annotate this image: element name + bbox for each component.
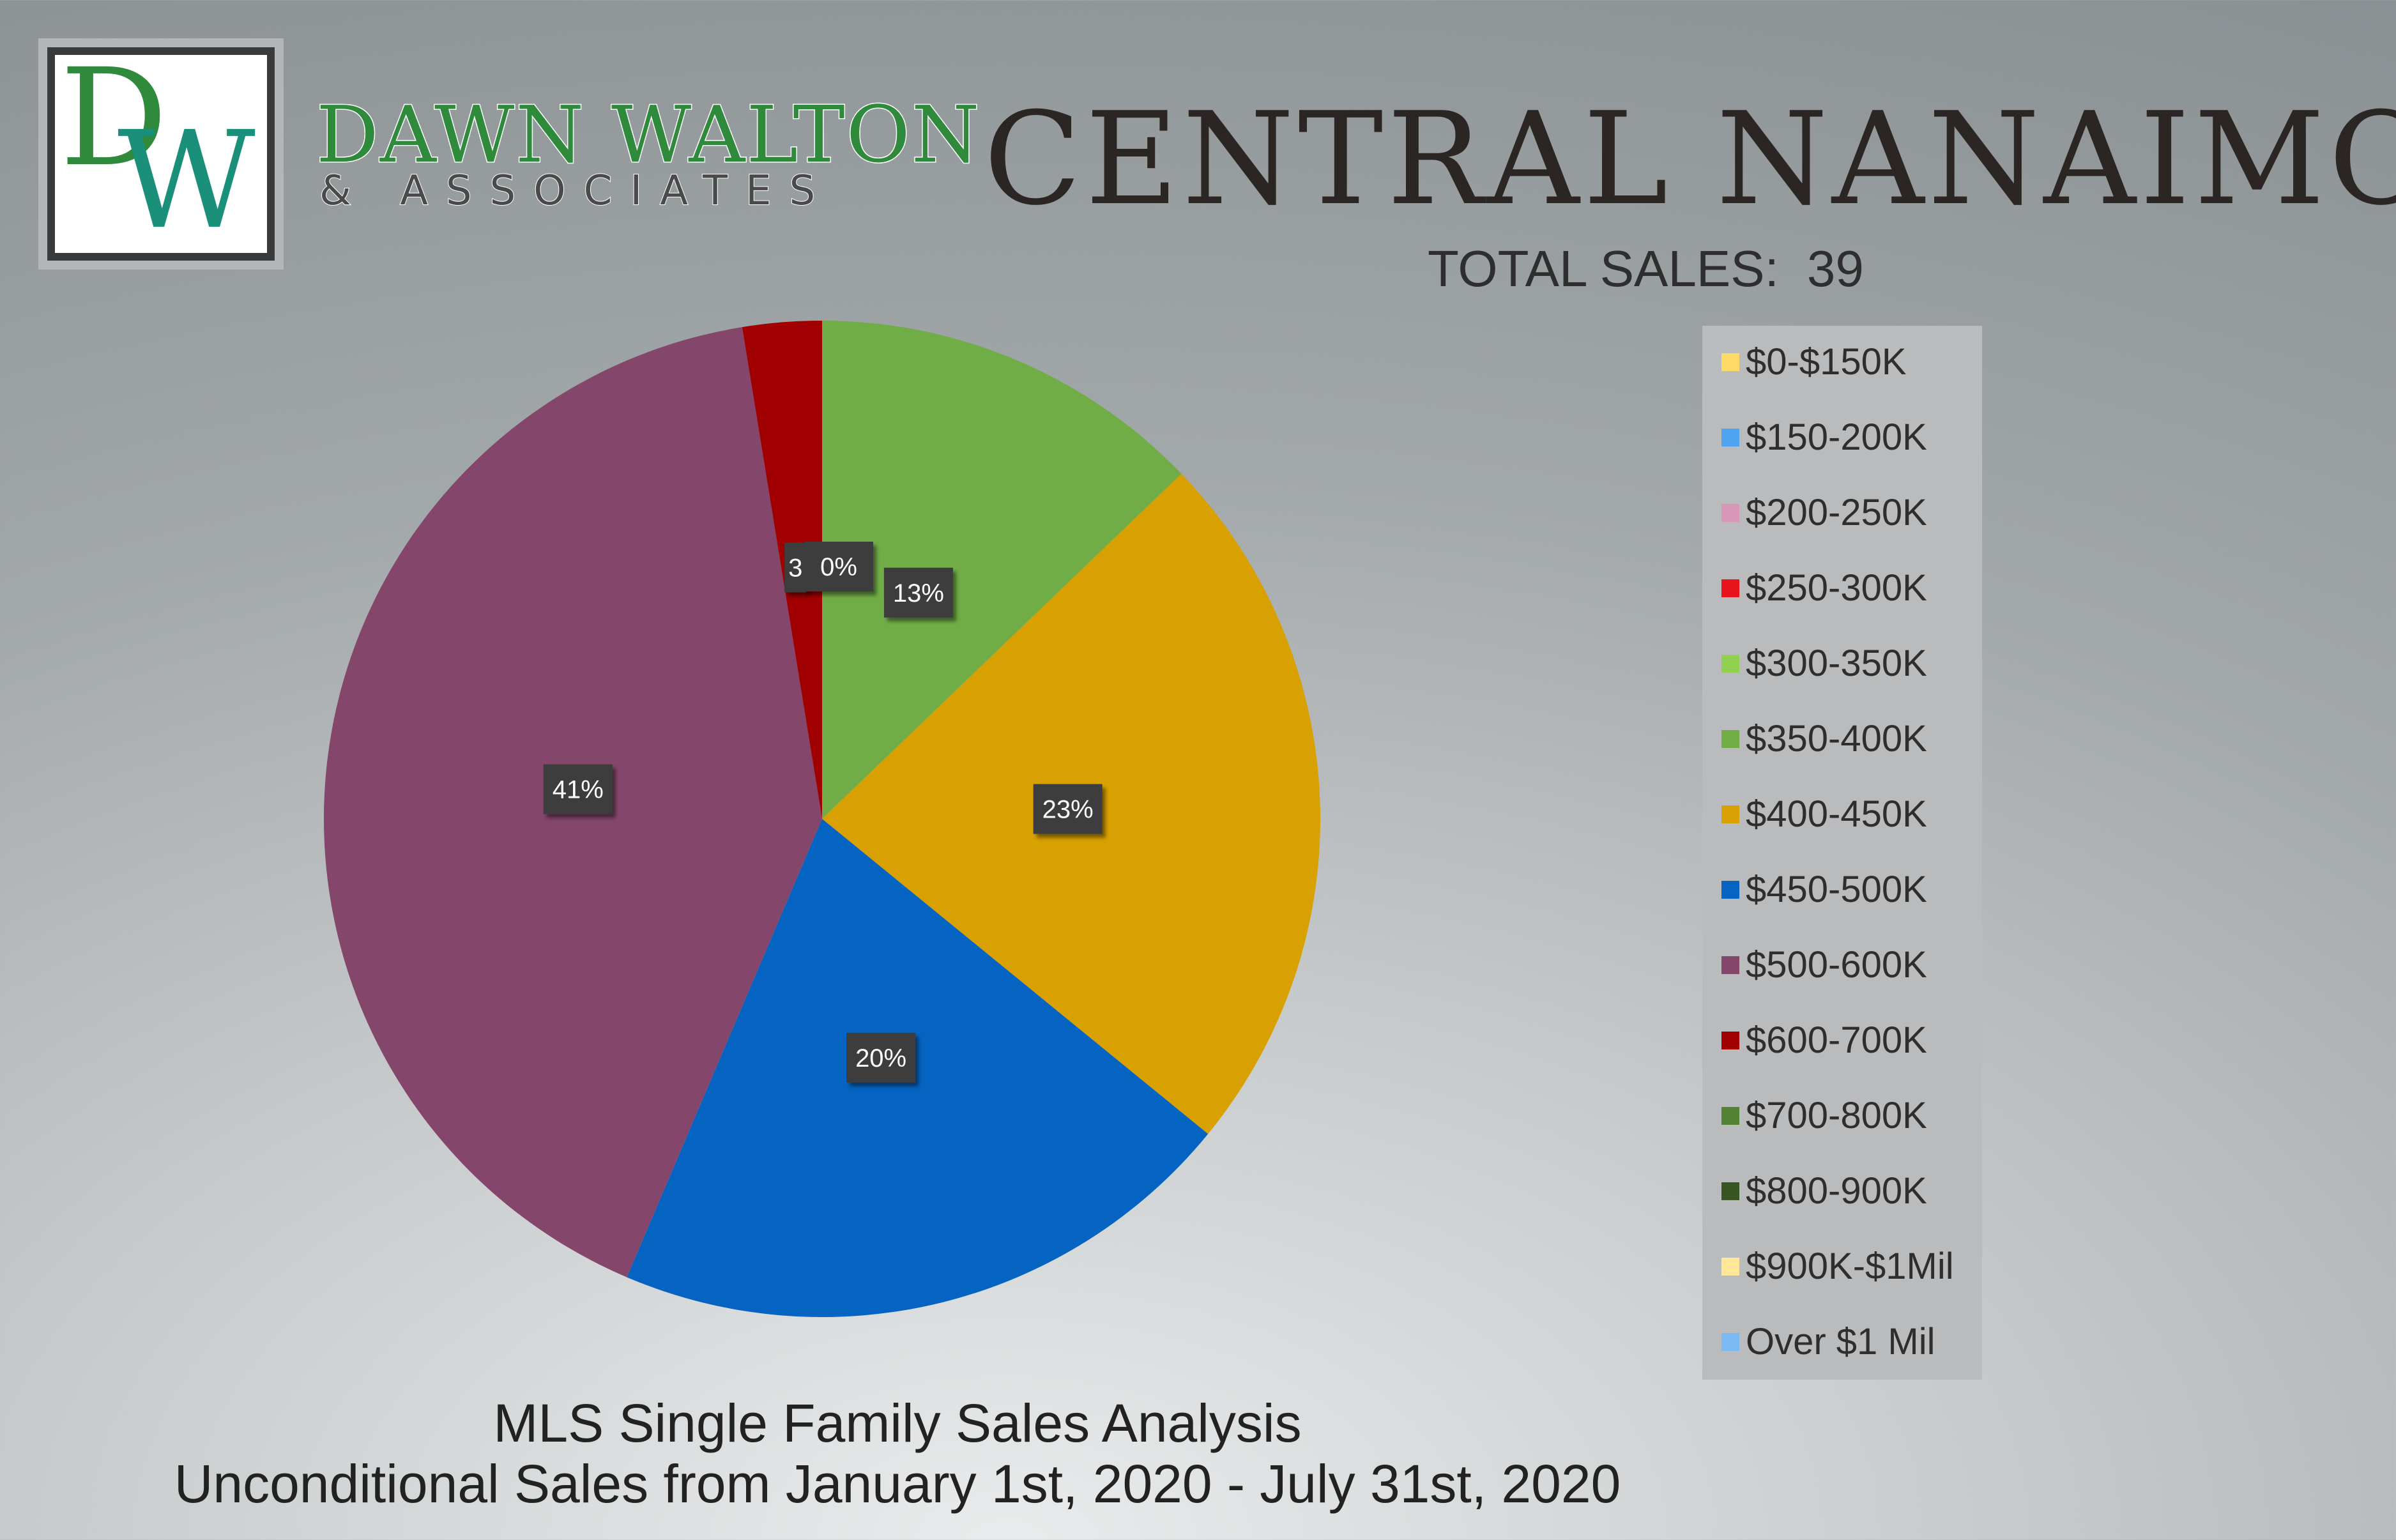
- legend-label: Over $1 Mil: [1746, 1321, 1935, 1362]
- data-label-700-800k: 0%: [804, 542, 873, 591]
- legend-swatch: [1721, 579, 1739, 597]
- total-sales: TOTAL SALES: 39: [1428, 240, 1864, 298]
- legend-swatch: [1721, 730, 1739, 748]
- region-title: CENTRAL NANAIMO: [984, 85, 2396, 234]
- legend-swatch: [1721, 956, 1739, 974]
- svg-text:23%: 23%: [1042, 796, 1094, 824]
- legend-label: $0-$150K: [1746, 341, 1907, 383]
- logo-letter-w: W: [118, 102, 256, 259]
- data-label-450-500k: 20%: [846, 1032, 916, 1083]
- legend-label: $200-250K: [1746, 492, 1927, 533]
- footer-date-range: Unconditional Sales from January 1st, 20…: [174, 1454, 1621, 1514]
- svg-text:20%: 20%: [855, 1044, 906, 1072]
- data-label-400-450k: 23%: [1033, 784, 1103, 834]
- chart-legend: $0-$150K $150-200K $200-250K $250-300K $300-…: [1702, 326, 1982, 1380]
- data-label-600-700k: 3: [784, 542, 807, 593]
- legend-item-350-400k: $350-400K: [1721, 716, 1982, 791]
- legend-label: $600-700K: [1746, 1019, 1927, 1061]
- legend-item-600-700k: $600-700K: [1721, 1018, 1982, 1093]
- legend-label: $500-600K: [1746, 944, 1927, 986]
- legend-label: $700-800K: [1746, 1095, 1927, 1136]
- logo-frame: D W: [47, 47, 275, 261]
- legend-label: $150-200K: [1746, 416, 1927, 458]
- svg-text:3: 3: [788, 554, 802, 582]
- data-label-500-600k: 41%: [543, 764, 613, 814]
- pie-slices: [324, 321, 1320, 1317]
- legend-swatch: [1721, 805, 1739, 823]
- legend-swatch: [1721, 1182, 1739, 1200]
- svg-text:0%: 0%: [820, 553, 857, 581]
- total-sales-label: TOTAL SALES:: [1428, 240, 1779, 297]
- legend-item-500-600k: $500-600K: [1721, 942, 1982, 1018]
- legend-label: $900K-$1Mil: [1746, 1246, 1954, 1287]
- pie-slice-350-400k: [822, 321, 1182, 819]
- pie-slice-450-500k: [627, 819, 1209, 1317]
- legend-item-900k-1mil: $900K-$1Mil: [1721, 1244, 1982, 1319]
- footer-title: MLS Single Family Sales Analysis: [493, 1393, 1302, 1453]
- legend-item-150-200k: $150-200K: [1721, 415, 1982, 490]
- legend-swatch: [1721, 1032, 1739, 1049]
- legend-item-300-350k: $300-350K: [1721, 641, 1982, 716]
- legend-item-450-500k: $450-500K: [1721, 867, 1982, 942]
- legend-swatch: [1721, 504, 1739, 522]
- legend-label: $350-400K: [1746, 718, 1927, 759]
- legend-label: $250-300K: [1746, 567, 1927, 609]
- legend-item-800-900k: $800-900K: [1721, 1168, 1982, 1244]
- legend-label: $400-450K: [1746, 793, 1927, 835]
- legend-label: $450-500K: [1746, 869, 1927, 910]
- total-sales-value: 39: [1806, 240, 1864, 297]
- legend-swatch: [1721, 881, 1739, 899]
- legend-label: $300-350K: [1746, 643, 1927, 684]
- legend-item-0-150k: $0-$150K: [1721, 339, 1982, 415]
- pie-slice-600-700k: [742, 321, 822, 819]
- legend-item-250-300k: $250-300K: [1721, 565, 1982, 641]
- brand-name: DAWN WALTON: [316, 89, 981, 181]
- legend-swatch: [1721, 353, 1739, 371]
- data-label-350-400k: 13%: [883, 567, 953, 618]
- legend-item-200-250k: $200-250K: [1721, 490, 1982, 565]
- logo-letter-d: D: [60, 47, 168, 196]
- legend-item-over-1-mil: Over $1 Mil: [1721, 1319, 1982, 1394]
- legend-label: $800-900K: [1746, 1170, 1927, 1212]
- legend-swatch: [1721, 1107, 1739, 1125]
- legend-item-700-800k: $700-800K: [1721, 1093, 1982, 1168]
- brand-logo: D W: [38, 38, 284, 270]
- svg-text:41%: 41%: [553, 776, 604, 804]
- legend-swatch: [1721, 655, 1739, 673]
- svg-text:13%: 13%: [893, 579, 944, 607]
- legend-swatch: [1721, 1258, 1739, 1276]
- brand-subtitle: & ASSOCIATES: [319, 167, 834, 215]
- pie-data-labels: 13% 23% 20% 41% 3 0%: [543, 542, 1103, 1083]
- legend-item-400-450k: $400-450K: [1721, 791, 1982, 867]
- legend-swatch: [1721, 1333, 1739, 1351]
- legend-swatch: [1721, 429, 1739, 446]
